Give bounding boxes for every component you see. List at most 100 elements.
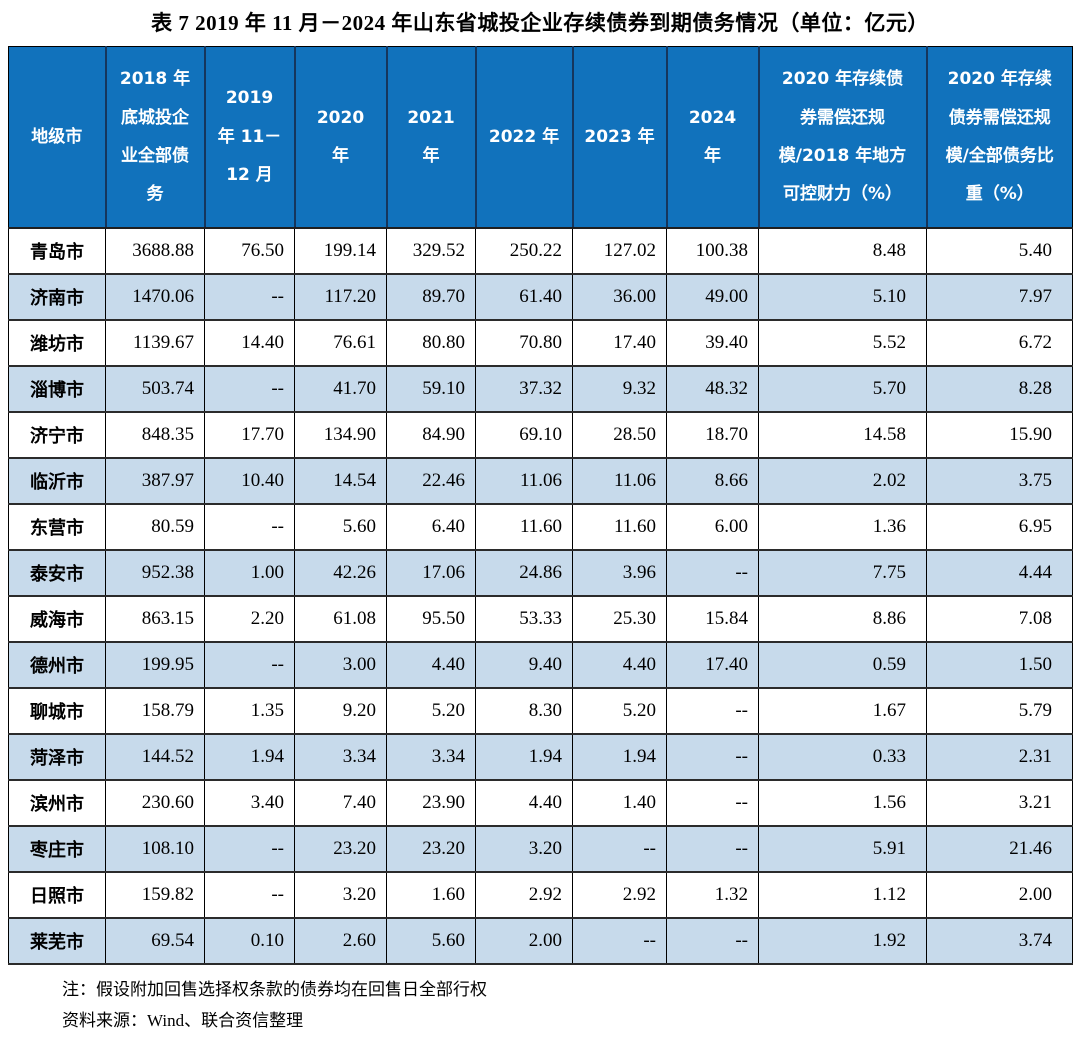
city-cell: 滨州市 [8, 779, 106, 827]
value-cell: 11.06 [572, 457, 667, 505]
value-cell: 1.50 [926, 641, 1073, 689]
value-cell: 6.40 [386, 503, 476, 551]
value-cell: 387.97 [105, 457, 205, 505]
table-row: 青岛市 3688.88 76.50 199.14 329.52 250.22 127.02 1… [8, 227, 1073, 275]
column-header-8: 2020 年存续债券需偿还规模/2018 年地方可控财力（%） [757, 46, 927, 229]
table-row: 济南市 1470.06 -- 117.20 89.70 61.40 36.00 49.00 5.… [8, 273, 1073, 321]
value-cell: 7.08 [926, 595, 1073, 643]
table-row: 莱芜市 69.54 0.10 2.60 5.60 2.00 -- -- 1.92 3.74 [8, 917, 1073, 965]
value-cell: 117.20 [294, 273, 387, 321]
value-cell: 1.56 [758, 779, 927, 827]
table-row: 枣庄市 108.10 -- 23.20 23.20 3.20 -- -- 5.91 21.46 [8, 825, 1073, 873]
value-cell: 28.50 [572, 411, 667, 459]
value-cell: 3.96 [572, 549, 667, 597]
city-cell: 淄博市 [8, 365, 106, 413]
value-cell: -- [204, 871, 295, 919]
city-cell: 东营市 [8, 503, 106, 551]
value-cell: 9.40 [475, 641, 573, 689]
value-cell: 503.74 [105, 365, 205, 413]
value-cell: 6.95 [926, 503, 1073, 551]
value-cell: 41.70 [294, 365, 387, 413]
value-cell: 1.32 [666, 871, 759, 919]
value-cell: 17.06 [386, 549, 476, 597]
value-cell: 5.20 [386, 687, 476, 735]
debt-maturity-table: 地级市 2018 年底城投企业全部债务 2019 年 11－12 月 2020 年 20… [8, 46, 1073, 965]
value-cell: 25.30 [572, 595, 667, 643]
value-cell: 5.79 [926, 687, 1073, 735]
city-cell: 德州市 [8, 641, 106, 689]
value-cell: 0.59 [758, 641, 927, 689]
value-cell: 14.54 [294, 457, 387, 505]
value-cell: 23.20 [294, 825, 387, 873]
table-row: 临沂市 387.97 10.40 14.54 22.46 11.06 11.06 8.66 2.… [8, 457, 1073, 505]
value-cell: 11.60 [475, 503, 573, 551]
value-cell: 69.54 [105, 917, 205, 965]
city-cell: 菏泽市 [8, 733, 106, 781]
value-cell: 3.21 [926, 779, 1073, 827]
value-cell: 5.60 [294, 503, 387, 551]
value-cell: 1.40 [572, 779, 667, 827]
value-cell: -- [666, 687, 759, 735]
value-cell: -- [666, 917, 759, 965]
value-cell: 108.10 [105, 825, 205, 873]
value-cell: 3.20 [294, 871, 387, 919]
value-cell: 1.92 [758, 917, 927, 965]
value-cell: 1.94 [475, 733, 573, 781]
table-header: 地级市 2018 年底城投企业全部债务 2019 年 11－12 月 2020 年 20… [8, 46, 1073, 229]
value-cell: 18.70 [666, 411, 759, 459]
header-row: 地级市 2018 年底城投企业全部债务 2019 年 11－12 月 2020 年 20… [8, 46, 1073, 229]
value-cell: 2.31 [926, 733, 1073, 781]
value-cell: 8.28 [926, 365, 1073, 413]
value-cell: 5.91 [758, 825, 927, 873]
value-cell: 8.86 [758, 595, 927, 643]
table-row: 德州市 199.95 -- 3.00 4.40 9.40 4.40 17.40 0.59 1.50 [8, 641, 1073, 689]
value-cell: 2.20 [204, 595, 295, 643]
value-cell: 863.15 [105, 595, 205, 643]
value-cell: 24.86 [475, 549, 573, 597]
column-header-5: 2022 年 [474, 46, 573, 229]
value-cell: 8.66 [666, 457, 759, 505]
city-cell: 威海市 [8, 595, 106, 643]
value-cell: 3688.88 [105, 227, 205, 275]
table-row: 日照市 159.82 -- 3.20 1.60 2.92 2.92 1.32 1.12 2.00 [8, 871, 1073, 919]
value-cell: 42.26 [294, 549, 387, 597]
city-cell: 莱芜市 [8, 917, 106, 965]
value-cell: 7.97 [926, 273, 1073, 321]
value-cell: 8.30 [475, 687, 573, 735]
column-header-0: 地级市 [8, 46, 106, 229]
value-cell: 6.00 [666, 503, 759, 551]
value-cell: 199.14 [294, 227, 387, 275]
value-cell: 3.75 [926, 457, 1073, 505]
value-cell: 9.32 [572, 365, 667, 413]
value-cell: 230.60 [105, 779, 205, 827]
value-cell: 4.44 [926, 549, 1073, 597]
value-cell: 8.48 [758, 227, 927, 275]
value-cell: 158.79 [105, 687, 205, 735]
value-cell: -- [666, 779, 759, 827]
value-cell: -- [204, 503, 295, 551]
value-cell: -- [666, 825, 759, 873]
value-cell: 61.08 [294, 595, 387, 643]
value-cell: 5.40 [926, 227, 1073, 275]
value-cell: 952.38 [105, 549, 205, 597]
value-cell: 14.40 [204, 319, 295, 367]
column-header-2: 2019 年 11－12 月 [203, 46, 295, 229]
value-cell: -- [204, 641, 295, 689]
value-cell: 134.90 [294, 411, 387, 459]
table-row: 威海市 863.15 2.20 61.08 95.50 53.33 25.30 15.84 8.… [8, 595, 1073, 643]
value-cell: 37.32 [475, 365, 573, 413]
value-cell: 159.82 [105, 871, 205, 919]
value-cell: 100.38 [666, 227, 759, 275]
value-cell: 39.40 [666, 319, 759, 367]
table-row: 淄博市 503.74 -- 41.70 59.10 37.32 9.32 48.32 5.70 8… [8, 365, 1073, 413]
value-cell: 15.84 [666, 595, 759, 643]
value-cell: 80.59 [105, 503, 205, 551]
value-cell: 21.46 [926, 825, 1073, 873]
value-cell: 1.12 [758, 871, 927, 919]
city-cell: 泰安市 [8, 549, 106, 597]
city-cell: 青岛市 [8, 227, 106, 275]
value-cell: 2.60 [294, 917, 387, 965]
table-body: 青岛市 3688.88 76.50 199.14 329.52 250.22 127.02 1… [8, 227, 1073, 965]
city-cell: 济南市 [8, 273, 106, 321]
value-cell: 15.90 [926, 411, 1073, 459]
